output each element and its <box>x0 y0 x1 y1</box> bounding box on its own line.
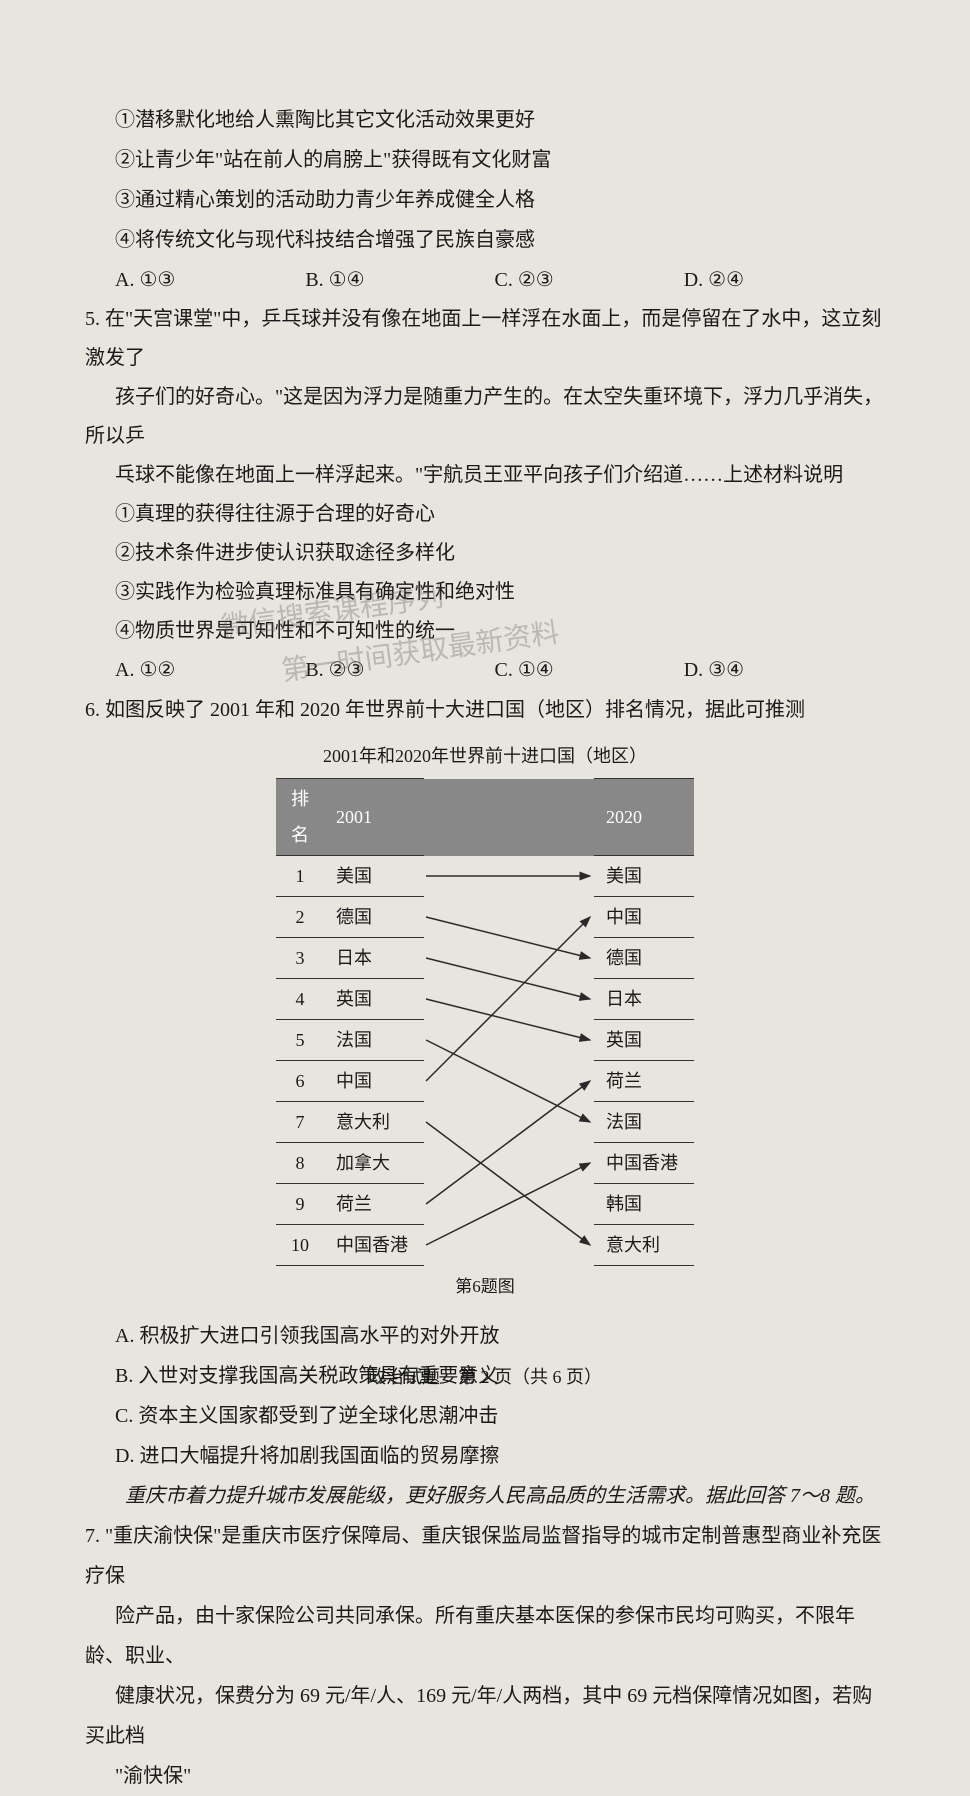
table-row: 2德国 中国 <box>276 897 694 938</box>
arrow-cell <box>424 1225 594 1266</box>
q4-statement-3: ③通过精心策划的活动助力青少年养成健全人格 <box>85 180 885 220</box>
q5-stem-3: 乓球不能像在地面上一样浮起来。"宇航员王亚平向孩子们介绍道……上述材料说明 <box>85 456 885 495</box>
arrow-cell <box>424 1143 594 1184</box>
th-2020: 2020 <box>594 779 694 856</box>
table-row: 3日本 德国 <box>276 938 694 979</box>
table-row: 1美国美国 <box>276 856 694 897</box>
q5-statement-2: ②技术条件进步使认识获取途径多样化 <box>85 534 885 573</box>
arrow-cell <box>424 938 594 979</box>
rank-cell: 3 <box>276 938 324 979</box>
rank-cell: 2 <box>276 897 324 938</box>
cell-2001: 日本 <box>324 938 424 979</box>
q6-table-wrap: 排名 2001 2020 1美国美国2德国中国3日本德国4英国日本5法国英国6中… <box>85 778 885 1266</box>
th-spacer <box>424 779 594 856</box>
cell-2020: 美国 <box>594 856 694 897</box>
q5-statement-3: ③实践作为检验真理标准具有确定性和绝对性 <box>85 573 885 612</box>
table-row: 10中国香港 意大利 <box>276 1225 694 1266</box>
cell-2001: 荷兰 <box>324 1184 424 1225</box>
cell-2020: 中国香港 <box>594 1143 694 1184</box>
q5: 5. 在"天宫课堂"中，乒乓球并没有像在地面上一样浮在水面上，而是停留在了水中，… <box>85 300 885 690</box>
table-row: 9荷兰 韩国 <box>276 1184 694 1225</box>
cell-2020: 荷兰 <box>594 1061 694 1102</box>
rank-cell: 4 <box>276 979 324 1020</box>
q4-option-b: B. ①④ <box>305 260 364 300</box>
cell-2020: 意大利 <box>594 1225 694 1266</box>
table-header-row: 排名 2001 2020 <box>276 779 694 856</box>
q6-option-d: D. 进口大幅提升将加剧我国面临的贸易摩擦 <box>85 1436 885 1476</box>
q5-stem-1: 5. 在"天宫课堂"中，乒乓球并没有像在地面上一样浮在水面上，而是停留在了水中，… <box>85 300 885 378</box>
q4-option-d: D. ②④ <box>684 260 744 300</box>
th-2001: 2001 <box>324 779 424 856</box>
q7-stem-3: 健康状况，保费分为 69 元/年/人、169 元/年/人两档，其中 69 元档保… <box>85 1676 885 1756</box>
passage-7-8: 重庆市着力提升城市发展能级，更好服务人民高品质的生活需求。据此回答 7～8 题。 <box>85 1476 885 1516</box>
q7-stem-1: 7. "重庆渝快保"是重庆市医疗保障局、重庆银保监局监督指导的城市定制普惠型商业… <box>85 1516 885 1596</box>
q4-option-c: C. ②③ <box>495 260 554 300</box>
q4-option-a: A. ①③ <box>115 260 175 300</box>
q7-stem-4: "渝快保" <box>85 1756 885 1796</box>
q6-option-a: A. 积极扩大进口引领我国高水平的对外开放 <box>85 1316 885 1356</box>
q5-option-c: C. ①④ <box>495 651 554 690</box>
q6: 6. 如图反映了 2001 年和 2020 年世界前十大进口国（地区）排名情况，… <box>85 690 885 1476</box>
arrow-cell <box>424 979 594 1020</box>
rank-cell: 6 <box>276 1061 324 1102</box>
q5-stem-2: 孩子们的好奇心。"这是因为浮力是随重力产生的。在太空失重环境下，浮力几乎消失，所… <box>85 378 885 456</box>
q6-stem: 6. 如图反映了 2001 年和 2020 年世界前十大进口国（地区）排名情况，… <box>85 690 885 730</box>
cell-2001: 法国 <box>324 1020 424 1061</box>
cell-2020: 德国 <box>594 938 694 979</box>
rank-cell: 9 <box>276 1184 324 1225</box>
cell-2001: 中国 <box>324 1061 424 1102</box>
table-row: 6中国 荷兰 <box>276 1061 694 1102</box>
table-row: 7意大利 法国 <box>276 1102 694 1143</box>
table-row: 4英国 日本 <box>276 979 694 1020</box>
q6-table: 排名 2001 2020 1美国美国2德国中国3日本德国4英国日本5法国英国6中… <box>276 778 694 1266</box>
cell-2001: 加拿大 <box>324 1143 424 1184</box>
table-row: 5法国 英国 <box>276 1020 694 1061</box>
arrow-cell <box>424 1020 594 1061</box>
arrow-cell <box>424 1102 594 1143</box>
table-row: 8加拿大 中国香港 <box>276 1143 694 1184</box>
cell-2020: 日本 <box>594 979 694 1020</box>
q5-statement-1: ①真理的获得往往源于合理的好奇心 <box>85 495 885 534</box>
q5-option-b: B. ②③ <box>305 651 364 690</box>
cell-2001: 意大利 <box>324 1102 424 1143</box>
page-footer: 政治试题 第 2 页（共 6 页） <box>0 1363 970 1389</box>
rank-cell: 8 <box>276 1143 324 1184</box>
q4-statement-2: ②让青少年"站在前人的肩膀上"获得既有文化财富 <box>85 140 885 180</box>
q5-option-d: D. ③④ <box>684 651 744 690</box>
rank-cell: 7 <box>276 1102 324 1143</box>
arrow-cell <box>424 856 594 897</box>
rank-cell: 5 <box>276 1020 324 1061</box>
cell-2001: 英国 <box>324 979 424 1020</box>
q5-options: A. ①② B. ②③ C. ①④ D. ③④ <box>85 651 885 690</box>
cell-2020: 法国 <box>594 1102 694 1143</box>
q5-statement-4: ④物质世界是可知性和不可知性的统一 <box>85 612 885 651</box>
q4-options: A. ①③ B. ①④ C. ②③ D. ②④ <box>85 260 885 300</box>
page-content: ①潜移默化地给人熏陶比其它文化活动效果更好 ②让青少年"站在前人的肩膀上"获得既… <box>85 100 885 1796</box>
cell-2001: 德国 <box>324 897 424 938</box>
cell-2020: 中国 <box>594 897 694 938</box>
rank-cell: 10 <box>276 1225 324 1266</box>
q6-option-c: C. 资本主义国家都受到了逆全球化思潮冲击 <box>85 1396 885 1436</box>
arrow-cell <box>424 897 594 938</box>
cell-2020: 英国 <box>594 1020 694 1061</box>
q6-caption: 第6题图 <box>85 1270 885 1304</box>
q5-option-a: A. ①② <box>115 651 175 690</box>
arrow-cell <box>424 1184 594 1225</box>
cell-2001: 中国香港 <box>324 1225 424 1266</box>
q6-chart-title: 2001年和2020年世界前十进口国（地区） <box>85 738 885 774</box>
q7-stem-2: 险产品，由十家保险公司共同承保。所有重庆基本医保的参保市民均可购买，不限年龄、职… <box>85 1596 885 1676</box>
q4-statement-4: ④将传统文化与现代科技结合增强了民族自豪感 <box>85 220 885 260</box>
th-rank: 排名 <box>276 779 324 856</box>
cell-2001: 美国 <box>324 856 424 897</box>
arrow-cell <box>424 1061 594 1102</box>
cell-2020: 韩国 <box>594 1184 694 1225</box>
q7: 7. "重庆渝快保"是重庆市医疗保障局、重庆银保监局监督指导的城市定制普惠型商业… <box>85 1516 885 1796</box>
rank-cell: 1 <box>276 856 324 897</box>
q4-statement-1: ①潜移默化地给人熏陶比其它文化活动效果更好 <box>85 100 885 140</box>
